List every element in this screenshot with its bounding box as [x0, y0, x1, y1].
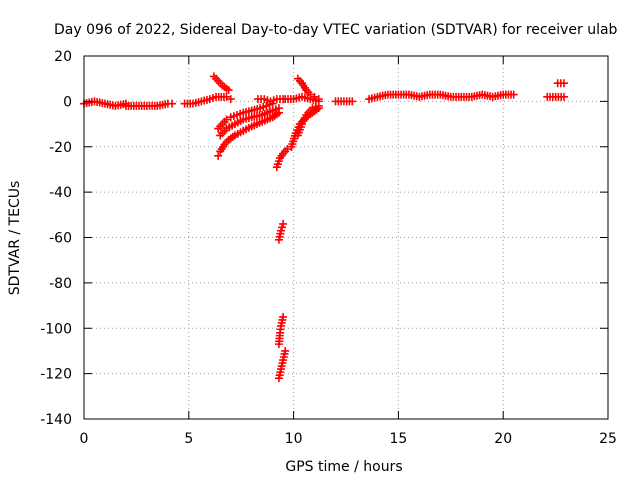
- series-seg11: [287, 104, 323, 151]
- data-point: [348, 97, 357, 106]
- x-tick-label: 0: [80, 431, 89, 447]
- x-tick-label: 25: [599, 431, 617, 447]
- series-seg14: [281, 92, 323, 106]
- series-seg5a: [214, 99, 277, 133]
- series-seg6: [253, 95, 288, 106]
- y-tick-label: -140: [40, 412, 72, 428]
- y-tick-label: 20: [54, 49, 72, 65]
- series-seg12: [293, 101, 323, 140]
- data-point: [226, 95, 235, 104]
- series-seg4: [209, 72, 233, 95]
- series-seg17: [543, 92, 568, 101]
- y-tick-label: -40: [49, 185, 72, 201]
- y-tick-label: 0: [63, 94, 72, 110]
- series-seg18: [553, 79, 568, 88]
- series-seg16: [365, 90, 518, 104]
- x-axis-label: GPS time / hours: [285, 459, 402, 475]
- x-tick-labels: 0 5 10 15 20 25: [80, 431, 617, 447]
- y-tick-label: -120: [40, 367, 72, 383]
- x-tick-label: 15: [389, 431, 407, 447]
- series-seg3: [180, 92, 235, 108]
- data-point: [281, 346, 290, 355]
- series-seg8: [274, 219, 288, 244]
- x-tick-label: 5: [184, 431, 193, 447]
- series-seg5b: [214, 108, 283, 160]
- y-tick-label: -20: [49, 140, 72, 156]
- series-seg5c: [216, 104, 283, 140]
- points: [80, 72, 568, 383]
- y-tick-label: -80: [49, 276, 72, 292]
- data-point: [509, 90, 518, 99]
- data-point: [274, 104, 283, 113]
- series-seg1: [80, 97, 130, 110]
- y-tick-label: -100: [40, 321, 72, 337]
- data-point: [279, 219, 288, 228]
- series-seg9: [274, 312, 288, 349]
- data-point: [283, 145, 292, 154]
- data-point: [559, 92, 568, 101]
- data-point: [222, 92, 231, 101]
- chart-title: Day 096 of 2022, Sidereal Day-to-day VTE…: [54, 22, 618, 38]
- data-point: [222, 115, 231, 124]
- plot-frame: [83, 55, 609, 420]
- x-tick-label: 10: [285, 431, 303, 447]
- x-tick-label: 20: [494, 431, 512, 447]
- grid: [84, 56, 608, 419]
- data-point: [559, 79, 568, 88]
- y-axis-label: SDTVAR / TECUs: [7, 181, 23, 296]
- data-point: [214, 151, 223, 160]
- y-tick-labels: 20 0 -20 -40 -60 -80 -100 -120 -140: [40, 49, 72, 428]
- data-point: [314, 97, 323, 106]
- series-seg15: [331, 97, 357, 106]
- ticks: [83, 55, 609, 420]
- series-seg10: [274, 346, 290, 383]
- series-seg2: [121, 99, 177, 110]
- y-tick-label: -60: [49, 231, 72, 247]
- data-point: [168, 99, 177, 108]
- data-point: [279, 312, 288, 321]
- data-point: [224, 86, 233, 95]
